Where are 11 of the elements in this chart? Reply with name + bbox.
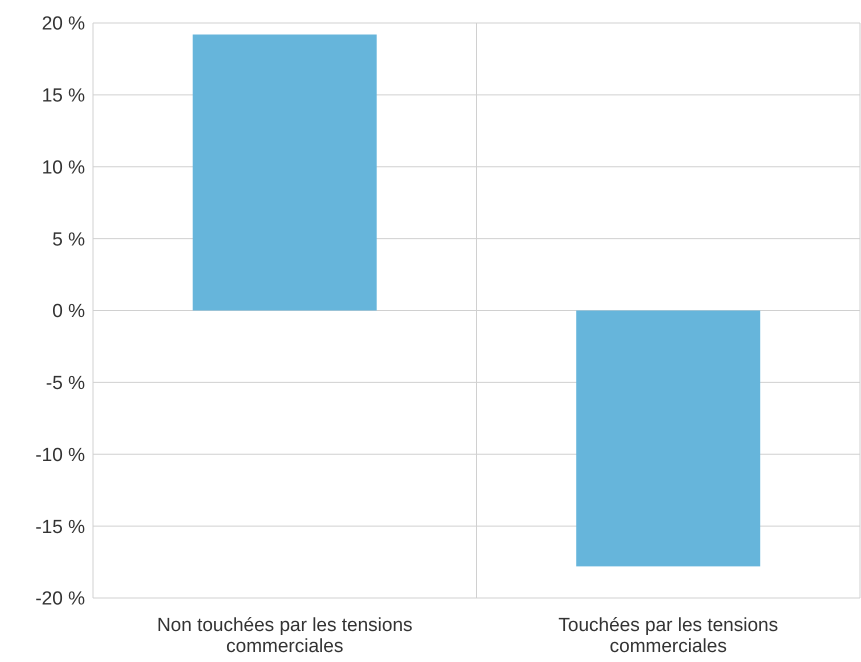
- y-tick-label: 10 %: [42, 157, 86, 178]
- y-tick-label: -20 %: [35, 588, 86, 610]
- y-tick-label: -10 %: [35, 444, 86, 466]
- x-tick-label: Touchées par les tensions commerciales: [558, 615, 778, 657]
- y-tick-label: 0 %: [52, 301, 86, 322]
- y-tick-label: 5 %: [52, 229, 86, 250]
- y-tick-label: -15 %: [35, 516, 86, 538]
- y-tick-label: 20 %: [42, 14, 86, 35]
- y-tick-label: -5 %: [46, 373, 86, 394]
- x-tick-label: Non touchées par les tensions commerciales: [156, 615, 413, 657]
- y-tick-label: 15 %: [42, 86, 86, 107]
